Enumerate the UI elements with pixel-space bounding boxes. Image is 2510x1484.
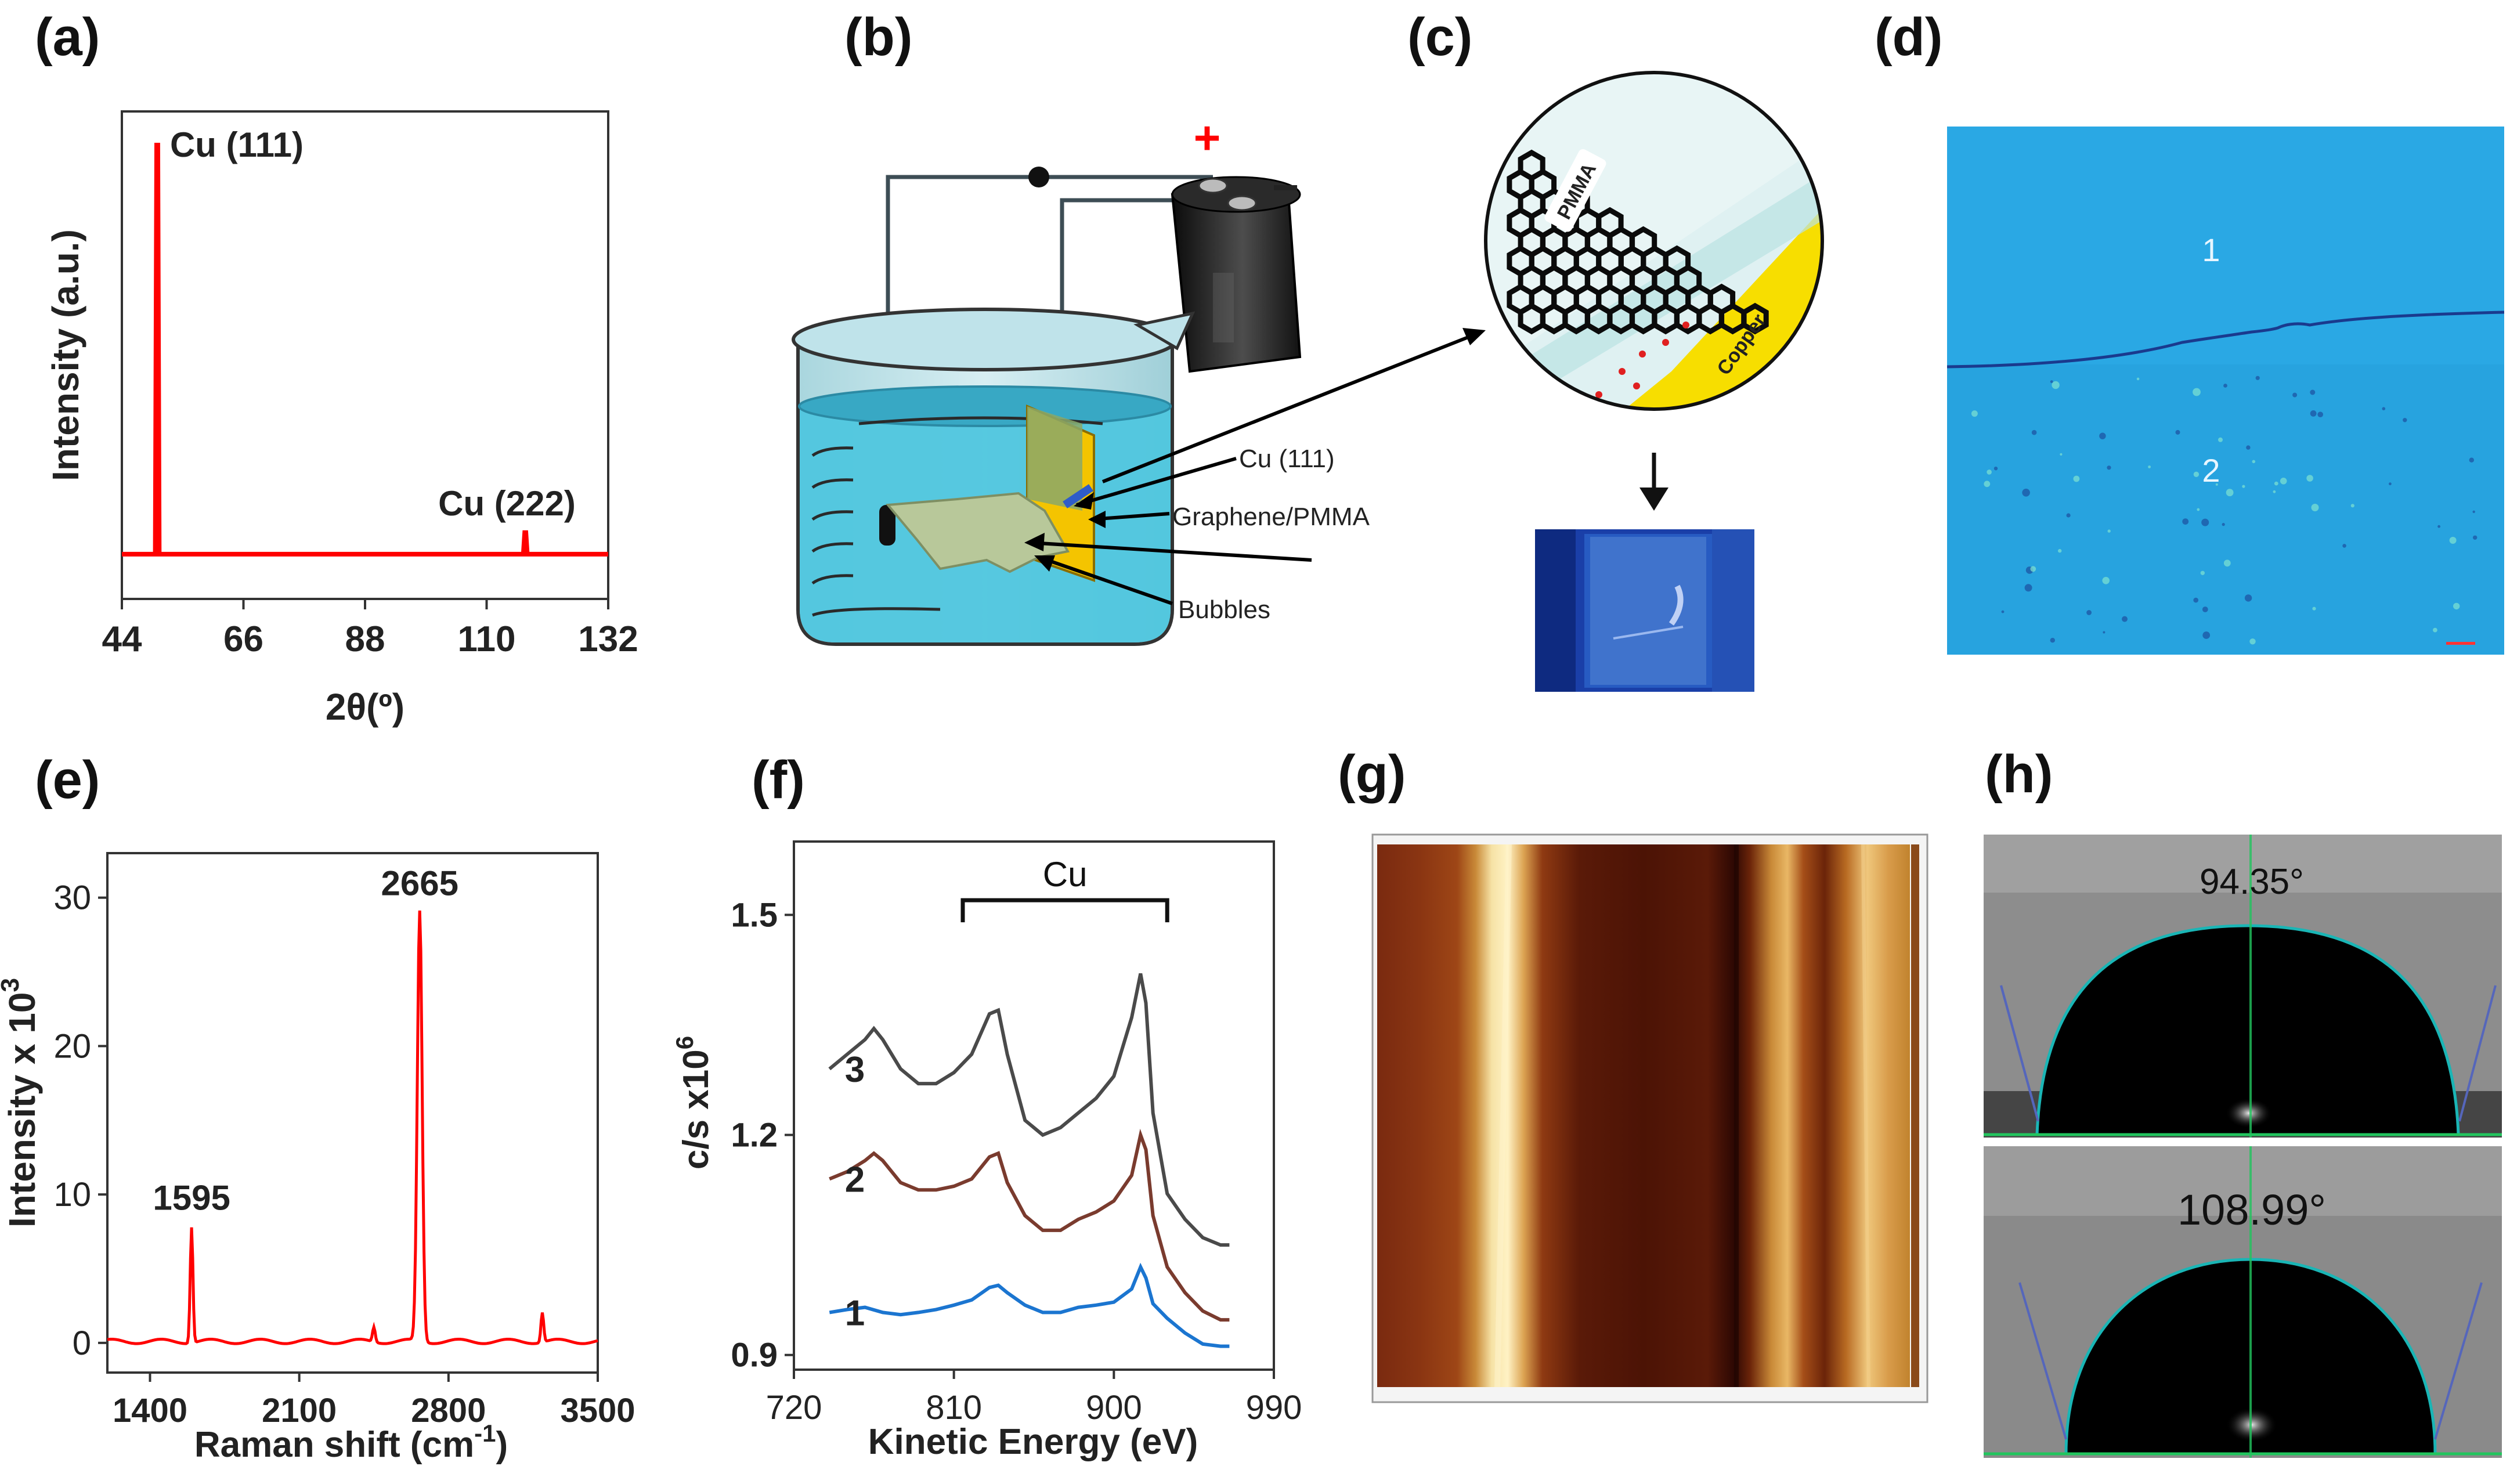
raman-y-tick-label: 20 bbox=[53, 1027, 91, 1065]
afm-colorbar bbox=[1911, 844, 1919, 1387]
down-arrow-icon bbox=[1639, 488, 1668, 511]
xps-series-2 bbox=[829, 1128, 1230, 1322]
raman-y-tick-label: 30 bbox=[53, 879, 91, 917]
panel-label-h: (h) bbox=[1985, 745, 2053, 804]
raman-chart: 1400 2100 2800 3500 0 10 20 30 1595 2665 Intensi… bbox=[0, 852, 635, 1465]
xrd-x-tick-label: 110 bbox=[457, 619, 515, 659]
wire-negative bbox=[886, 175, 1213, 441]
xrd-chart: 44 66 88 110 132 Cu (111) Cu (222) Intensity … bbox=[45, 110, 638, 728]
label-graphene-pmma: Graphene/PMMA bbox=[1172, 503, 1370, 531]
panel-label-a: (a) bbox=[35, 8, 100, 67]
xps-series-1 bbox=[829, 1262, 1230, 1348]
xrd-line bbox=[122, 143, 608, 557]
xrd-x-axis-label: 2θ(º) bbox=[326, 686, 405, 728]
xrd-plot-frame bbox=[121, 110, 609, 600]
xps-x-tick-label: 990 bbox=[1246, 1389, 1302, 1427]
panel-label-e: (e) bbox=[35, 750, 100, 810]
xps-y-axis-label: c/s x106 bbox=[671, 1036, 716, 1169]
xps-x-tick-label: 720 bbox=[766, 1389, 822, 1427]
raman-line bbox=[107, 910, 598, 1345]
xrd-x-tick-label: 44 bbox=[102, 619, 142, 659]
xps-series-label: 1 bbox=[845, 1293, 865, 1333]
raman-x-axis-label: Raman shift (cm-1) bbox=[194, 1420, 508, 1465]
raman-x-tick-label: 1400 bbox=[113, 1392, 187, 1429]
raman-y-tick-label: 0 bbox=[73, 1324, 91, 1362]
xps-x-tick-label: 900 bbox=[1086, 1389, 1142, 1427]
raman-x-tick-label: 3500 bbox=[560, 1392, 635, 1429]
xrd-x-tick-label: 66 bbox=[223, 619, 263, 659]
raman-y-tick-label: 10 bbox=[53, 1176, 91, 1214]
transfer-photo bbox=[1535, 529, 1754, 692]
raman-y-axis-label: Intensity x 103 bbox=[0, 978, 43, 1227]
xps-y-tick-label: 0.9 bbox=[731, 1337, 778, 1374]
xps-chart: 720 810 900 990 0.9 1.2 1.5 1 2 3 Cu c/s x106 Ki… bbox=[671, 840, 1302, 1462]
positive-terminal-symbol: + bbox=[1194, 112, 1221, 164]
label-bubbles: Bubbles bbox=[1178, 595, 1270, 624]
panel-label-c: (c) bbox=[1407, 8, 1472, 67]
beaker-icon bbox=[792, 308, 1196, 646]
xps-series-label: 3 bbox=[845, 1050, 865, 1090]
layer-boundary bbox=[1946, 310, 2505, 369]
raman-x-tick-label: 2100 bbox=[262, 1392, 337, 1429]
region-label-1: 1 bbox=[2202, 232, 2220, 268]
xps-series-label: 2 bbox=[845, 1160, 865, 1200]
blue-arrowhead bbox=[1063, 484, 1093, 508]
raman-peak-label: 1595 bbox=[153, 1178, 230, 1217]
xps-plot-frame bbox=[793, 840, 1275, 1371]
xps-y-tick-label: 1.5 bbox=[731, 896, 778, 934]
negative-terminal-symbol: − bbox=[1272, 161, 1299, 213]
xrd-x-tick-label: 88 bbox=[345, 619, 385, 659]
label-cu111: Cu (111) bbox=[1239, 445, 1335, 473]
panel-label-b: (b) bbox=[844, 8, 912, 67]
xps-x-tick-label: 810 bbox=[926, 1389, 982, 1427]
afm-height-image bbox=[1371, 833, 1928, 1403]
contact-angle-top-value: 94.35° bbox=[2200, 862, 2304, 902]
droplet-top bbox=[2035, 924, 2460, 1136]
interface-zoom-schematic: PMMA Copper bbox=[1484, 71, 1824, 692]
xrd-x-tick-label: 132 bbox=[578, 619, 638, 659]
raman-x-tick-label: 2800 bbox=[411, 1392, 486, 1429]
panel-label-g: (g) bbox=[1338, 745, 1406, 804]
battery-icon bbox=[1171, 176, 1302, 373]
electrochemical-cell-schematic: + − Cu (111) Graphene/PMMA bbox=[792, 112, 1486, 646]
xps-series-3 bbox=[828, 973, 1230, 1247]
xrd-peak-label: Cu (111) bbox=[170, 125, 304, 164]
graphene-pmma-on-foil bbox=[1027, 406, 1082, 511]
panel-label-f: (f) bbox=[752, 750, 805, 810]
xps-bracket bbox=[960, 898, 1169, 923]
raman-plot-frame bbox=[106, 852, 599, 1374]
xps-x-axis-label: Kinetic Energy (eV) bbox=[868, 1422, 1198, 1462]
contact-angle-bottom-value: 108.99° bbox=[2177, 1186, 2326, 1234]
xrd-y-axis-label: Intensity (a.u.) bbox=[45, 229, 86, 481]
wire-junction bbox=[1028, 167, 1049, 187]
optical-micrograph: 1 2 bbox=[1946, 127, 2505, 655]
xrd-peak-label: Cu (222) bbox=[438, 484, 576, 523]
region-label-2: 2 bbox=[2202, 452, 2220, 489]
panel-label-d: (d) bbox=[1875, 8, 1942, 67]
xps-y-tick-label: 1.2 bbox=[731, 1117, 778, 1154]
xps-bracket-label: Cu bbox=[1043, 855, 1088, 894]
zoom-circle bbox=[1484, 71, 1824, 411]
contact-angle-images: 94.35° 108.99° bbox=[1984, 835, 2502, 1458]
scale-bar bbox=[2446, 642, 2475, 645]
raman-peak-label: 2665 bbox=[381, 864, 458, 902]
counter-electrode bbox=[879, 505, 895, 546]
